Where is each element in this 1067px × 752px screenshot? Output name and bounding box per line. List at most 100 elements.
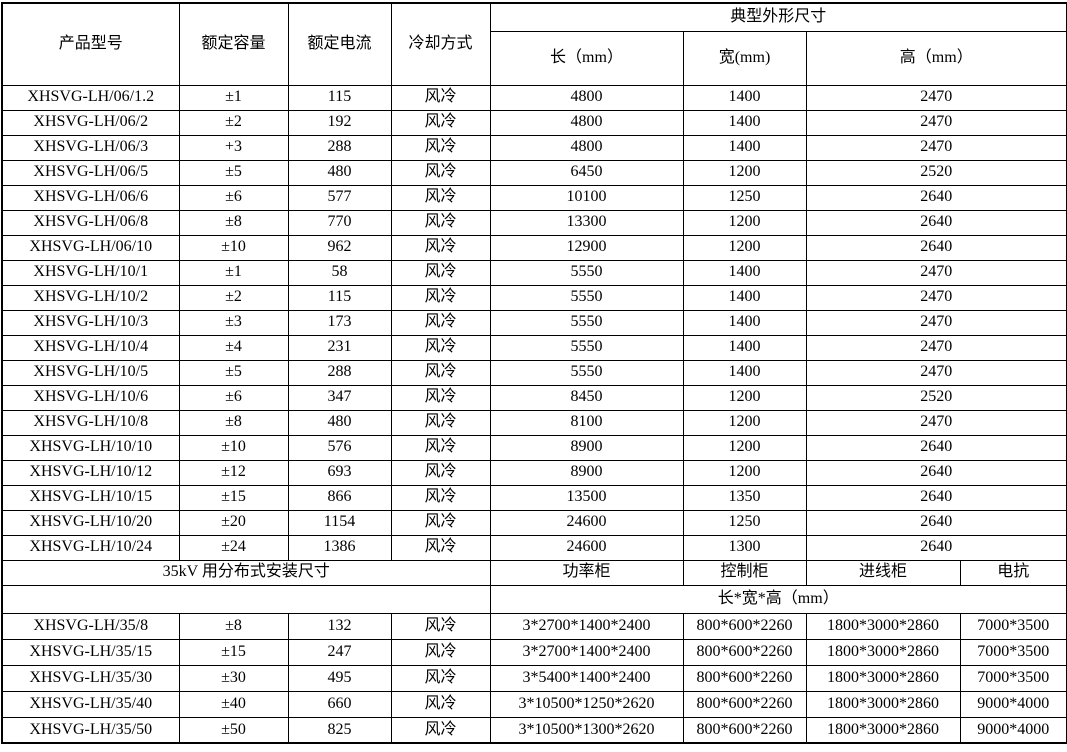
cell-width: 1200 bbox=[682, 209, 807, 236]
cell-cooling-method: 风冷 bbox=[390, 690, 491, 718]
cell-cooling-method: 风冷 bbox=[390, 209, 491, 236]
table-row: XHSVG-LH/06/2 ±2 192 风冷 4800 1400 2470 bbox=[1, 109, 1067, 136]
dims-empty-cell bbox=[1, 584, 491, 614]
cell-rated-capacity: ±3 bbox=[178, 309, 289, 336]
cell-rated-capacity: ±10 bbox=[178, 434, 289, 461]
cell-height: 2470 bbox=[805, 259, 1067, 286]
cell-width: 1400 bbox=[682, 259, 807, 286]
cell-height: 2470 bbox=[805, 309, 1067, 336]
cell-height: 2520 bbox=[805, 159, 1067, 186]
cell-product-model: XHSVG-LH/06/6 bbox=[1, 184, 180, 211]
cell-rated-current: 770 bbox=[287, 209, 392, 236]
cell-length: 4800 bbox=[489, 109, 684, 136]
cell-rated-capacity: ±8 bbox=[178, 409, 289, 436]
header-height-mm: 高（mm） bbox=[805, 30, 1067, 86]
cell-length: 13500 bbox=[489, 484, 684, 511]
cell-height: 2470 bbox=[805, 134, 1067, 161]
cell-rated-current: 825 bbox=[287, 716, 392, 744]
table-row: XHSVG-LH/10/1 ±1 58 风冷 5550 1400 2470 bbox=[1, 259, 1067, 286]
cell-control-cabinet-dims: 800*600*2260 bbox=[682, 638, 807, 666]
cell-rated-capacity: ±2 bbox=[178, 109, 289, 136]
dims-label-row: 长*宽*高（mm） bbox=[1, 584, 1067, 614]
cell-rated-capacity: ±6 bbox=[178, 184, 289, 211]
cell-reactor-dims: 7000*3500 bbox=[959, 612, 1067, 640]
cell-cooling-method: 风冷 bbox=[390, 284, 491, 311]
cell-product-model: XHSVG-LH/10/24 bbox=[1, 534, 180, 561]
cell-cooling-method: 风冷 bbox=[390, 259, 491, 286]
cell-length: 5550 bbox=[489, 259, 684, 286]
table-row: XHSVG-LH/06/10 ±10 962 风冷 12900 1200 2640 bbox=[1, 234, 1067, 261]
cell-rated-capacity: ±6 bbox=[178, 384, 289, 411]
table-row: XHSVG-LH/35/40 ±40 660 风冷 3*10500*1250*2620 8… bbox=[1, 690, 1067, 718]
table-header: 产品型号 额定容量 额定电流 冷却方式 典型外形尺寸 长（mm） 宽(mm) 高… bbox=[1, 2, 1067, 86]
dims-label: 长*宽*高（mm） bbox=[489, 584, 1067, 614]
table-row: XHSVG-LH/06/1.2 ±1 115 风冷 4800 1400 2470 bbox=[1, 84, 1067, 111]
cell-rated-current: 115 bbox=[287, 84, 392, 111]
cell-incoming-cabinet-dims: 1800*3000*2860 bbox=[805, 664, 961, 692]
header-row-top: 产品型号 额定容量 额定电流 冷却方式 典型外形尺寸 bbox=[1, 2, 1067, 86]
table-row: XHSVG-LH/35/50 ±50 825 风冷 3*10500*1300*2620 8… bbox=[1, 716, 1067, 744]
cell-width: 1200 bbox=[682, 159, 807, 186]
cell-height: 2470 bbox=[805, 334, 1067, 361]
cell-product-model: XHSVG-LH/35/40 bbox=[1, 690, 180, 718]
cell-width: 1400 bbox=[682, 134, 807, 161]
cell-rated-current: 495 bbox=[287, 664, 392, 692]
cell-rated-current: 58 bbox=[287, 259, 392, 286]
cell-rated-current: 288 bbox=[287, 134, 392, 161]
cell-cooling-method: 风冷 bbox=[390, 234, 491, 261]
header-length-mm: 长（mm） bbox=[489, 30, 684, 86]
cell-control-cabinet-dims: 800*600*2260 bbox=[682, 664, 807, 692]
cell-product-model: XHSVG-LH/10/12 bbox=[1, 459, 180, 486]
rows-35kv-body: XHSVG-LH/35/8 ±8 132 风冷 3*2700*1400*2400 800*… bbox=[1, 612, 1067, 744]
cell-width: 1400 bbox=[682, 284, 807, 311]
cell-incoming-cabinet-dims: 1800*3000*2860 bbox=[805, 612, 961, 640]
cell-width: 1400 bbox=[682, 359, 807, 386]
cell-width: 1400 bbox=[682, 309, 807, 336]
cell-height: 2640 bbox=[805, 534, 1067, 561]
table-row: XHSVG-LH/10/15 ±15 866 风冷 13500 1350 2640 bbox=[1, 484, 1067, 511]
cell-rated-capacity: ±15 bbox=[178, 638, 289, 666]
cell-rated-current: 347 bbox=[287, 384, 392, 411]
cell-height: 2470 bbox=[805, 409, 1067, 436]
header-power-cabinet: 功率柜 bbox=[489, 559, 684, 586]
cell-cooling-method: 风冷 bbox=[390, 134, 491, 161]
cell-height: 2640 bbox=[805, 484, 1067, 511]
header-rated-current: 额定电流 bbox=[287, 2, 392, 86]
cell-cooling-method: 风冷 bbox=[390, 159, 491, 186]
table-row: XHSVG-LH/10/3 ±3 173 风冷 5550 1400 2470 bbox=[1, 309, 1067, 336]
cell-rated-capacity: +3 bbox=[178, 134, 289, 161]
table-row: XHSVG-LH/10/5 ±5 288 风冷 5550 1400 2470 bbox=[1, 359, 1067, 386]
cell-length: 5550 bbox=[489, 309, 684, 336]
cell-rated-current: 660 bbox=[287, 690, 392, 718]
cell-width: 1300 bbox=[682, 534, 807, 561]
cell-rated-capacity: ±30 bbox=[178, 664, 289, 692]
table-row: XHSVG-LH/06/5 ±5 480 风冷 6450 1200 2520 bbox=[1, 159, 1067, 186]
cell-product-model: XHSVG-LH/35/8 bbox=[1, 612, 180, 640]
cell-cooling-method: 风冷 bbox=[390, 534, 491, 561]
cell-cooling-method: 风冷 bbox=[390, 109, 491, 136]
header-rated-capacity: 额定容量 bbox=[178, 2, 289, 86]
cell-rated-capacity: ±20 bbox=[178, 509, 289, 536]
cell-length: 6450 bbox=[489, 159, 684, 186]
header-typical-dimensions-group: 典型外形尺寸 bbox=[489, 2, 1067, 32]
cell-height: 2470 bbox=[805, 84, 1067, 111]
cell-rated-current: 480 bbox=[287, 409, 392, 436]
cell-width: 1200 bbox=[682, 384, 807, 411]
cell-length: 8450 bbox=[489, 384, 684, 411]
cell-width: 1400 bbox=[682, 109, 807, 136]
cell-rated-capacity: ±1 bbox=[178, 259, 289, 286]
cell-length: 8900 bbox=[489, 459, 684, 486]
cell-power-cabinet-dims: 3*5400*1400*2400 bbox=[489, 664, 684, 692]
cell-rated-current: 288 bbox=[287, 359, 392, 386]
cell-rated-current: 693 bbox=[287, 459, 392, 486]
cell-height: 2470 bbox=[805, 359, 1067, 386]
cell-rated-current: 192 bbox=[287, 109, 392, 136]
cell-width: 1250 bbox=[682, 184, 807, 211]
cell-product-model: XHSVG-LH/10/6 bbox=[1, 384, 180, 411]
cell-length: 8100 bbox=[489, 409, 684, 436]
cell-cooling-method: 风冷 bbox=[390, 409, 491, 436]
cell-height: 2640 bbox=[805, 509, 1067, 536]
cell-control-cabinet-dims: 800*600*2260 bbox=[682, 612, 807, 640]
cell-cooling-method: 风冷 bbox=[390, 384, 491, 411]
cell-height: 2470 bbox=[805, 109, 1067, 136]
